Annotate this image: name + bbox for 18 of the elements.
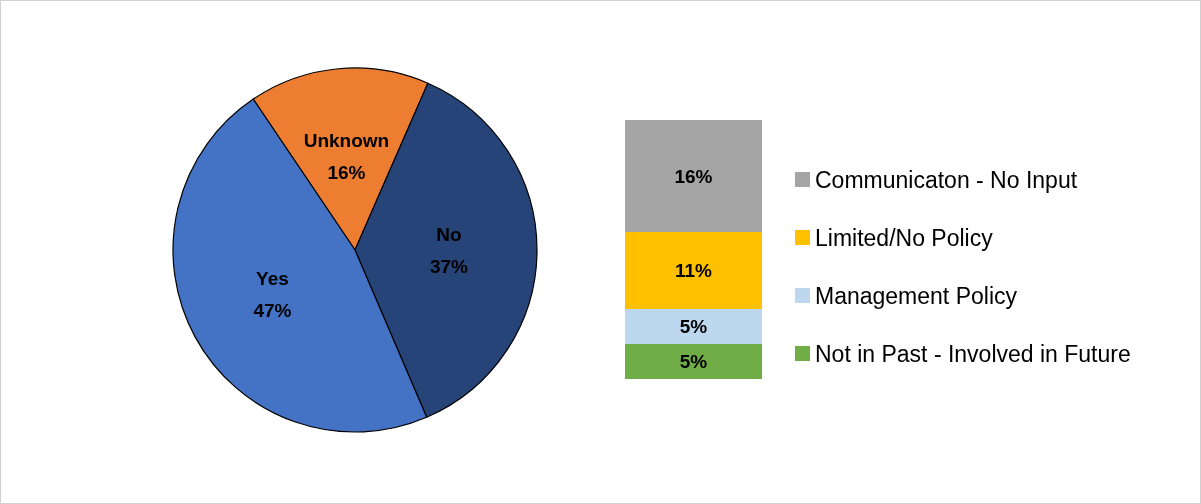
- slice-label: No: [436, 223, 462, 245]
- data-label: 47%: [253, 300, 292, 322]
- legend-label: Management Policy: [815, 282, 1018, 309]
- legend-label: Communicaton - No Input: [815, 166, 1078, 193]
- data-label: 5%: [679, 316, 708, 337]
- data-label: 37%: [429, 255, 469, 277]
- bar: [625, 344, 762, 379]
- slice-label: Yes: [256, 268, 289, 290]
- legend-label: Not in Past - Involved in Future: [815, 340, 1131, 367]
- legend-label: Limited/No Policy: [815, 224, 994, 251]
- bar: [625, 120, 762, 232]
- data-label: 5%: [679, 351, 708, 372]
- bar: [625, 309, 762, 344]
- slice-label: Unknown: [303, 129, 390, 151]
- bar: [625, 232, 762, 309]
- data-label: 16%: [674, 165, 713, 187]
- data-label: 11%: [675, 260, 713, 281]
- data-label: 16%: [327, 161, 366, 183]
